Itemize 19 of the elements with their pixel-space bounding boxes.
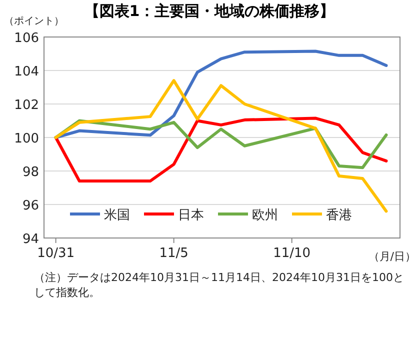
y-tick-label: 96 [22,198,39,214]
y-tick-label: 100 [14,132,39,146]
x-tick-label: 10/31 [37,246,75,261]
text: （注）データは2024年10月31日～11月14日、2024年10月31日を100として指数化。 [34,270,404,300]
y-tick-label: 98 [22,165,39,180]
legend-label: 欧州 [252,208,278,223]
x-tick-label: 11/5 [159,246,188,261]
y-axis-title: （ポイント） [4,16,64,27]
x-axis-title: （月/日） [368,250,416,263]
y-tick-label: 94 [22,232,39,247]
chart-title: 【図表1：主要国・地域の株価推移】 [84,2,335,20]
line-series [54,116,388,183]
y-tick-label: 106 [14,31,39,46]
y-tick-label: 104 [14,64,39,80]
legend-label: 香港 [326,208,352,223]
x-tick-label: 11/10 [273,246,311,261]
legend-label: 日本 [178,208,204,223]
legend-label: 米国 [104,208,130,223]
y-tick-label: 102 [14,98,39,113]
